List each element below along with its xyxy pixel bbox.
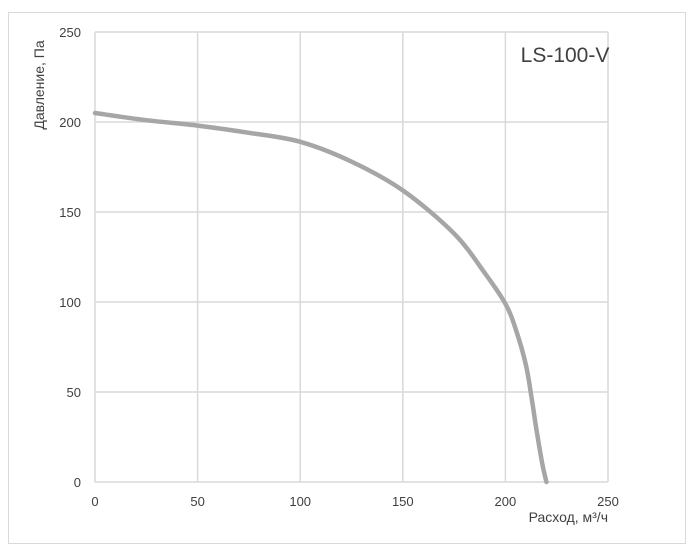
x-tick-label: 250 (597, 494, 619, 509)
y-axis-title: Давление, Па (31, 40, 47, 130)
model-label: LS-100-V (521, 44, 610, 67)
y-tick-label: 0 (74, 475, 81, 490)
vertical-gridlines (94, 32, 609, 482)
horizontal-gridlines (95, 31, 608, 483)
x-tick-label: 200 (495, 494, 517, 509)
x-tick-label: 150 (392, 494, 414, 509)
x-axis-title: Расход, м³/ч (529, 509, 608, 525)
chart-frame (8, 12, 686, 544)
pressure-curve-line (92, 110, 549, 485)
x-tick-label: 50 (190, 494, 204, 509)
y-tick-label: 50 (67, 385, 81, 400)
y-tick-labels: 0 50 100 150 200 250 (59, 25, 81, 490)
x-tick-label: 0 (91, 494, 98, 509)
y-tick-label: 250 (59, 25, 81, 40)
y-tick-label: 100 (59, 295, 81, 310)
x-tick-labels: 0 50 100 150 200 250 (91, 494, 618, 509)
series-group (92, 110, 549, 485)
x-tick-label: 100 (289, 494, 311, 509)
y-tick-label: 200 (59, 115, 81, 130)
y-tick-label: 150 (59, 205, 81, 220)
